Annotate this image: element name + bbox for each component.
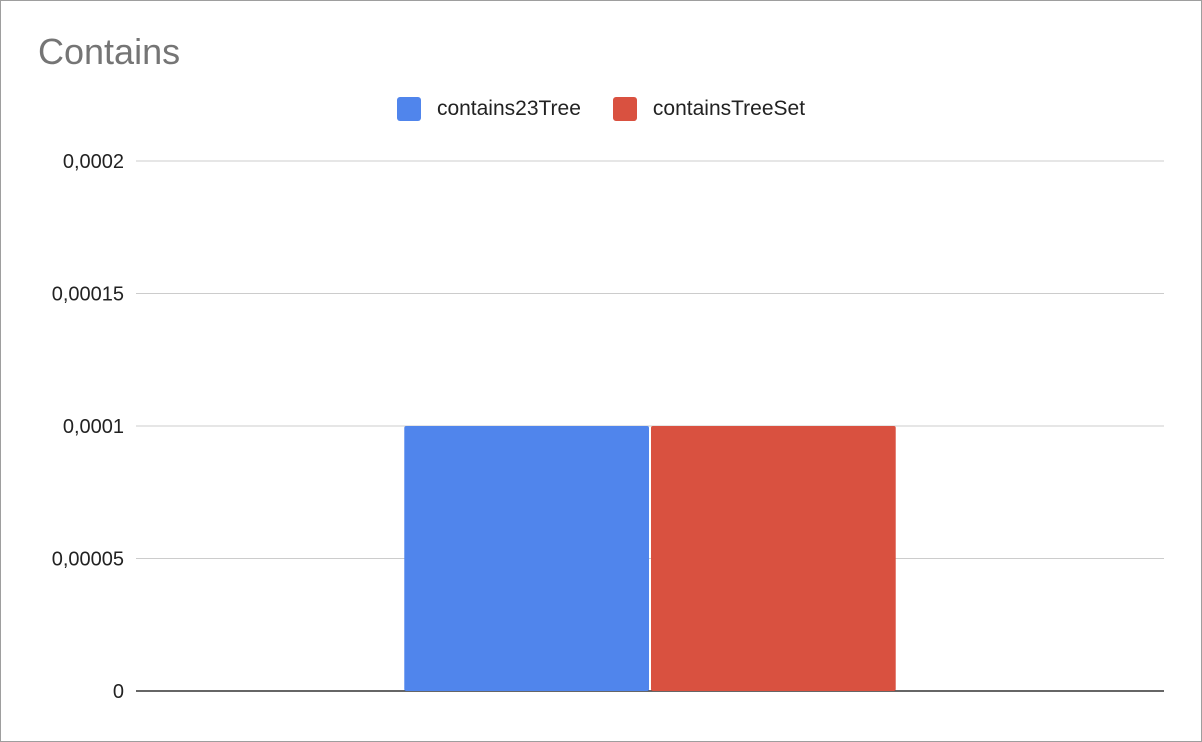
- legend-item-containstreeset[interactable]: containsTreeSet: [612, 97, 806, 121]
- chart-title: Contains: [38, 31, 181, 72]
- y-tick-label: 0,0001: [63, 416, 124, 438]
- y-tick-label: 0,00005: [52, 549, 124, 571]
- chart-legend: contains23Tree containsTreeSet: [1, 97, 1201, 121]
- y-tick-label: 0: [113, 681, 124, 703]
- legend-label-contains23tree: contains23Tree: [436, 97, 581, 120]
- legend-item-contains23tree[interactable]: contains23Tree: [396, 97, 581, 121]
- bar-containstreeset[interactable]: [651, 426, 896, 691]
- y-tick-label: 0,00015: [52, 284, 124, 306]
- y-tick-label: 0,0002: [63, 151, 124, 173]
- bar-contains23tree[interactable]: [404, 426, 649, 691]
- legend-label-containstreeset: containsTreeSet: [652, 97, 806, 120]
- legend-swatch-contains23tree: [396, 97, 421, 121]
- legend-swatch-containstreeset: [612, 97, 637, 121]
